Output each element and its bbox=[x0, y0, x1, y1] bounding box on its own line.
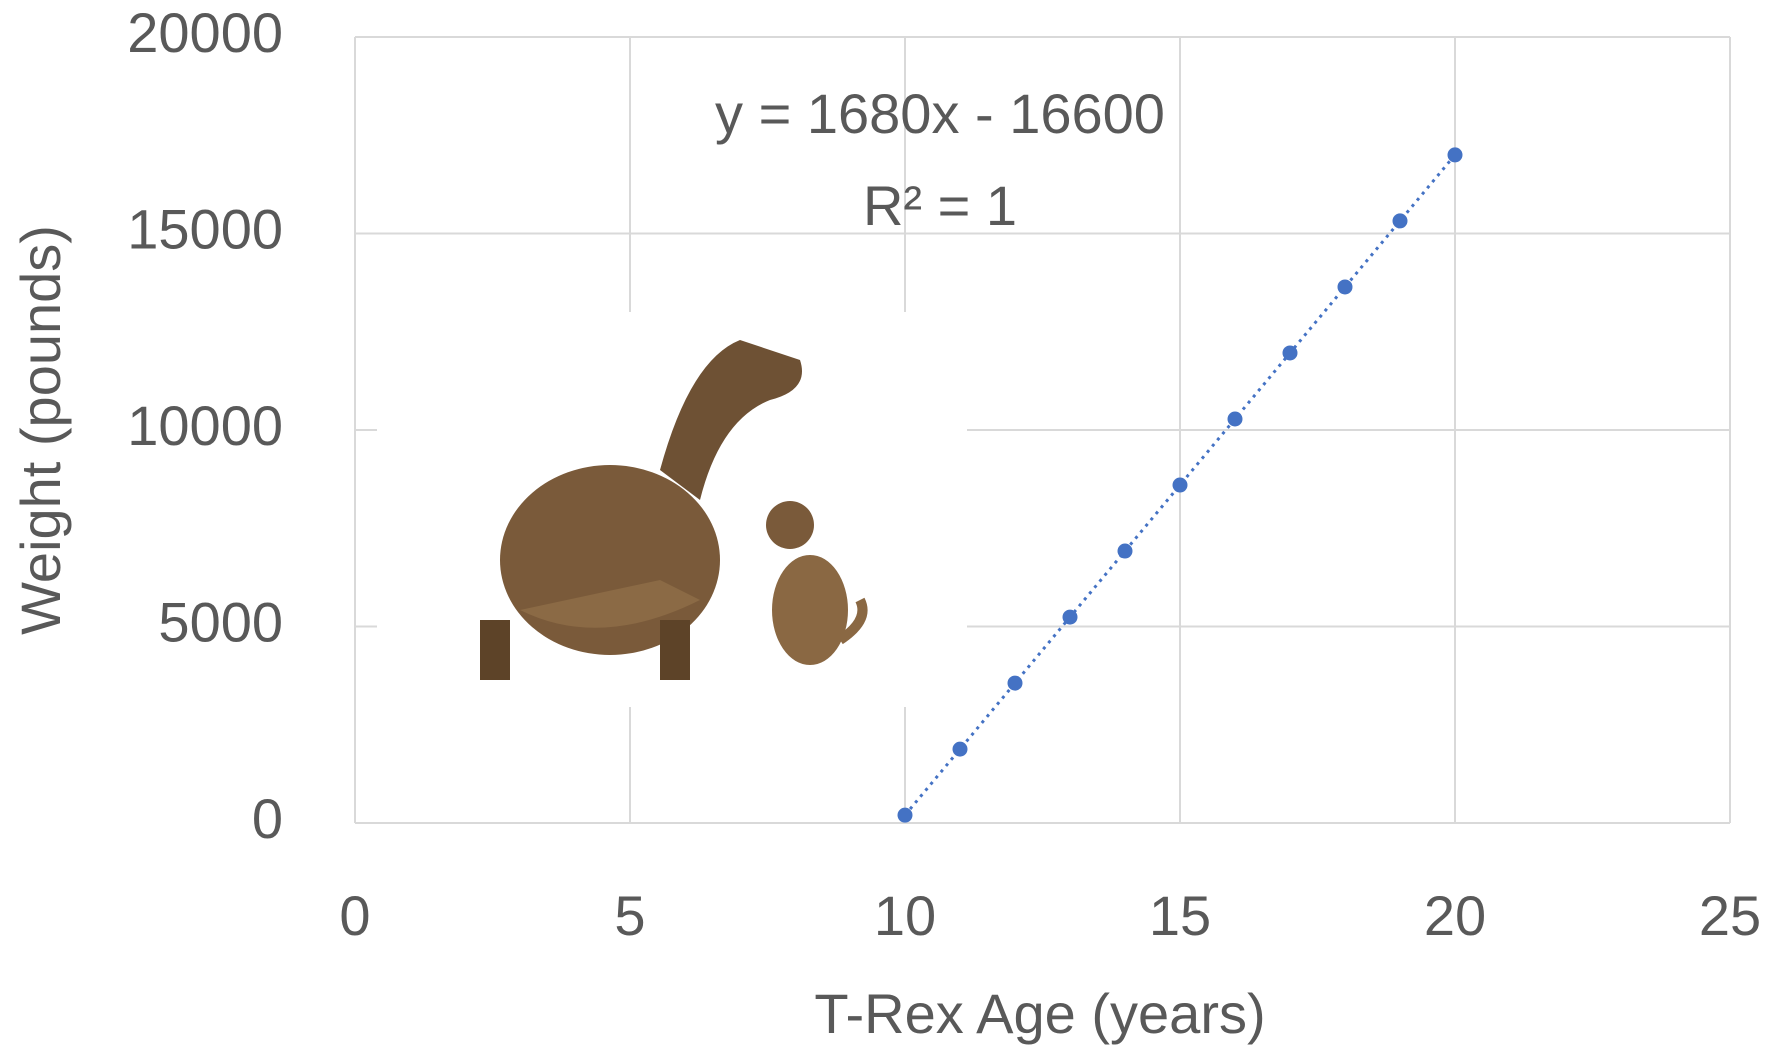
data-point bbox=[1063, 610, 1078, 625]
y-tick-label: 20000 bbox=[127, 1, 283, 64]
trendline-equation: y = 1680x - 16600 bbox=[715, 82, 1165, 145]
chart: T-Rex Age (years) Weight (pounds) 0 5000 1… bbox=[0, 0, 1767, 1059]
data-point bbox=[1118, 544, 1133, 559]
data-point bbox=[1338, 279, 1353, 294]
x-tick-label: 10 bbox=[874, 884, 936, 947]
x-tick-label: 5 bbox=[614, 884, 645, 947]
x-tick-label: 0 bbox=[339, 884, 370, 947]
x-tick-label: 20 bbox=[1424, 884, 1486, 947]
y-tick-label: 15000 bbox=[127, 197, 283, 260]
data-point bbox=[898, 808, 913, 823]
r-squared: R² = 1 bbox=[863, 174, 1017, 237]
x-axis-title: T-Rex Age (years) bbox=[814, 982, 1265, 1045]
dinosaur-illustration bbox=[377, 312, 967, 707]
data-point bbox=[1393, 213, 1408, 228]
y-tick-label: 10000 bbox=[127, 394, 283, 457]
data-point bbox=[1228, 411, 1243, 426]
y-axis-title: Weight (pounds) bbox=[9, 225, 72, 635]
data-point bbox=[1008, 676, 1023, 691]
x-tick-label: 25 bbox=[1699, 884, 1761, 947]
x-tick-label: 15 bbox=[1149, 884, 1211, 947]
data-point bbox=[1173, 478, 1188, 493]
y-tick-label: 0 bbox=[252, 787, 283, 850]
data-point bbox=[1448, 147, 1463, 162]
data-point bbox=[1283, 345, 1298, 360]
y-tick-label: 5000 bbox=[158, 590, 283, 653]
data-point bbox=[953, 742, 968, 757]
